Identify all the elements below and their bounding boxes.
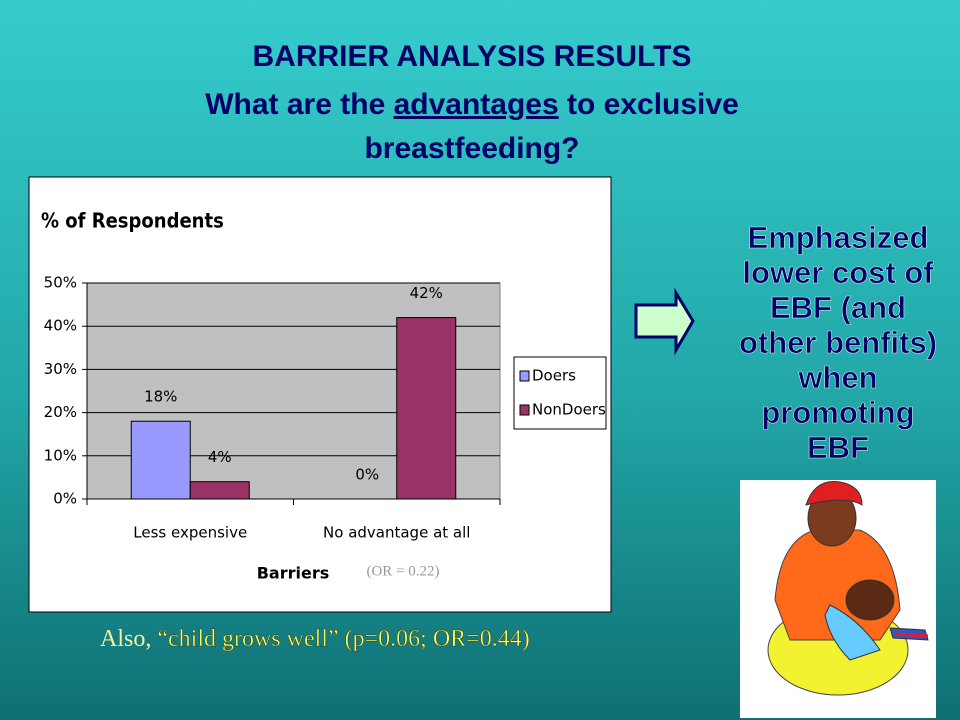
side-text-line: EBF — [807, 430, 869, 465]
legend-box — [513, 356, 607, 430]
footnote-lead: Also, — [100, 626, 157, 652]
x-tick-label: Less expensive — [133, 524, 247, 542]
title-emphasis: advantages — [394, 88, 559, 121]
value-label: 18% — [144, 388, 177, 406]
footnote-quote: “child grows well” (p=0.06; OR=0.44) — [157, 626, 529, 652]
side-text-line: promoting — [761, 395, 914, 430]
title-part: What are the — [205, 88, 393, 121]
legend-swatch — [519, 370, 530, 382]
value-label: 4% — [208, 448, 232, 466]
arrow — [634, 287, 695, 356]
title-part: to exclusive — [559, 88, 739, 121]
bar — [396, 317, 457, 500]
title-line: What are the advantages to exclusive — [205, 88, 739, 121]
title-line: BARRIER ANALYSIS RESULTS — [253, 40, 692, 73]
title-line: breastfeeding? — [364, 132, 579, 165]
legend-label: Doers — [532, 367, 576, 385]
side-text-line: EBF (and — [770, 290, 906, 325]
value-label: 42% — [410, 284, 443, 302]
y-tick-label: 10% — [44, 446, 77, 464]
legend-swatch — [519, 404, 530, 416]
y-tick-label: 30% — [44, 360, 77, 378]
bar — [130, 420, 191, 500]
annotation: (OR = 0.22) — [366, 563, 439, 579]
side-text-line: other benfits) — [739, 325, 937, 360]
side-text-line: when — [797, 360, 877, 395]
y-tick-label: 20% — [44, 403, 77, 421]
chart: % of Respondents 0% 10% 20% 30% 40% 50% Less ex… — [28, 176, 612, 613]
legend-label: NonDoers — [532, 401, 606, 419]
x-tick-label: No advantage at all — [323, 524, 470, 542]
y-tick-label: 0% — [53, 490, 77, 508]
illustration — [740, 480, 936, 718]
y-tick-label: 40% — [44, 317, 77, 335]
x-axis-label: Barriers — [257, 564, 330, 583]
y-tick-label: 50% — [44, 274, 77, 292]
bar — [189, 481, 250, 500]
side-text-line: lower cost of — [742, 255, 934, 290]
footnote: Also, “child grows well” (p=0.06; OR=0.4… — [100, 626, 530, 652]
chart-title: % of Respondents — [41, 209, 224, 233]
value-label: 0% — [355, 466, 379, 484]
side-text-line: Emphasized — [748, 220, 929, 255]
